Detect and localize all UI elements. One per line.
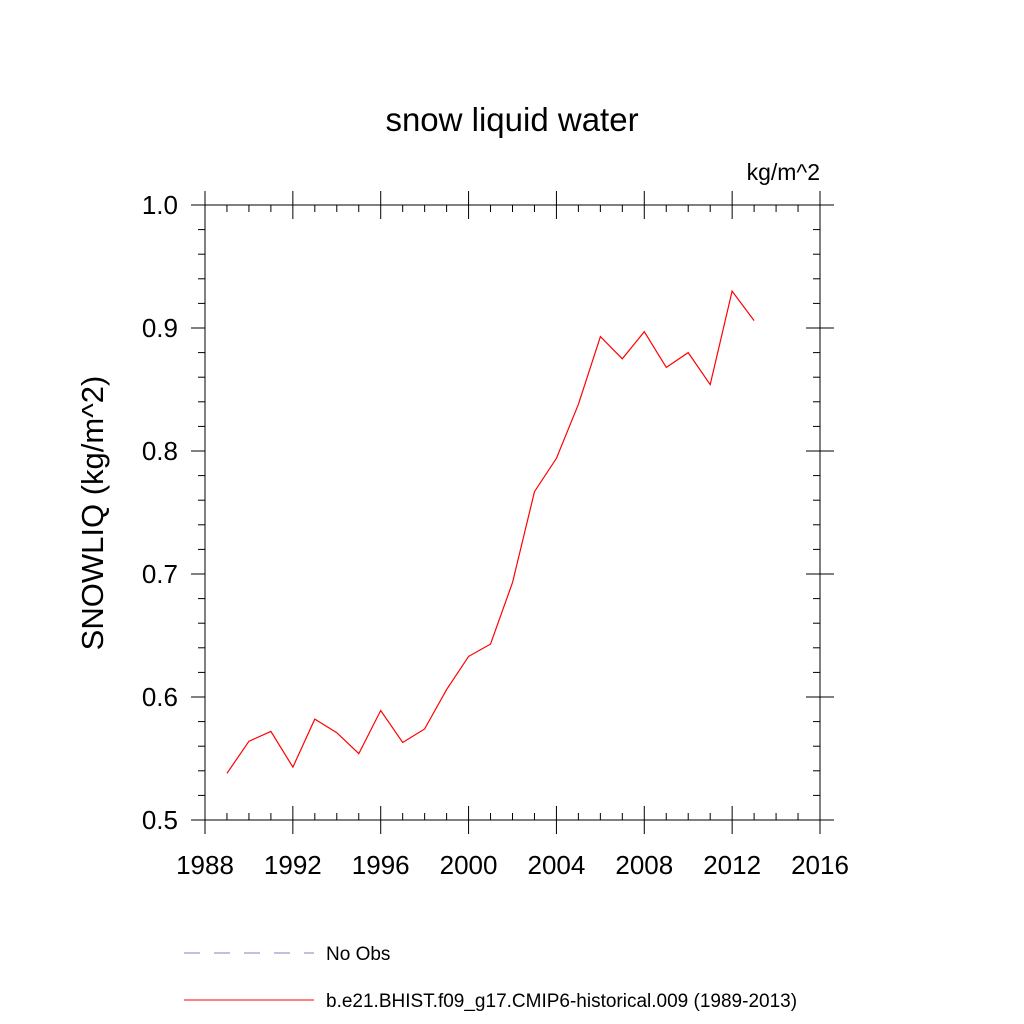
legend-label: b.e21.BHIST.f09_g17.CMIP6-historical.009…: [326, 991, 797, 1012]
x-tick-label: 2008: [615, 850, 673, 880]
y-axis-tick-labels: 0.5 0.6 0.7 0.8 0.9 1.0: [142, 190, 178, 835]
axis-ticks: [191, 191, 834, 834]
x-tick-label: 1988: [176, 850, 234, 880]
x-tick-label: 1992: [264, 850, 322, 880]
series-lines: [226, 289, 755, 774]
y-tick-label: 0.5: [142, 805, 178, 835]
y-tick-label: 0.6: [142, 682, 178, 712]
y-tick-label: 0.8: [142, 436, 178, 466]
x-axis-tick-labels: 1988 1992 1996 2000 2004 2008 2012 2016: [176, 850, 849, 880]
units-label: kg/m^2: [747, 159, 820, 185]
x-tick-label: 2012: [703, 850, 761, 880]
plot-frame: [204, 204, 821, 821]
y-tick-label: 1.0: [142, 190, 178, 220]
x-tick-label: 1996: [352, 850, 410, 880]
legend-label: No Obs: [326, 944, 390, 965]
x-tick-label: 2016: [791, 850, 849, 880]
x-tick-label: 2004: [528, 850, 586, 880]
series-line: [226, 289, 755, 774]
y-tick-label: 0.7: [142, 559, 178, 589]
y-tick-label: 0.9: [142, 313, 178, 343]
y-axis-label: SNOWLIQ (kg/m^2): [75, 376, 110, 651]
x-tick-label: 2000: [440, 850, 498, 880]
chart-title: snow liquid water: [385, 101, 638, 138]
legend: No Obs b.e21.BHIST.f09_g17.CMIP6-historic…: [184, 944, 797, 1012]
